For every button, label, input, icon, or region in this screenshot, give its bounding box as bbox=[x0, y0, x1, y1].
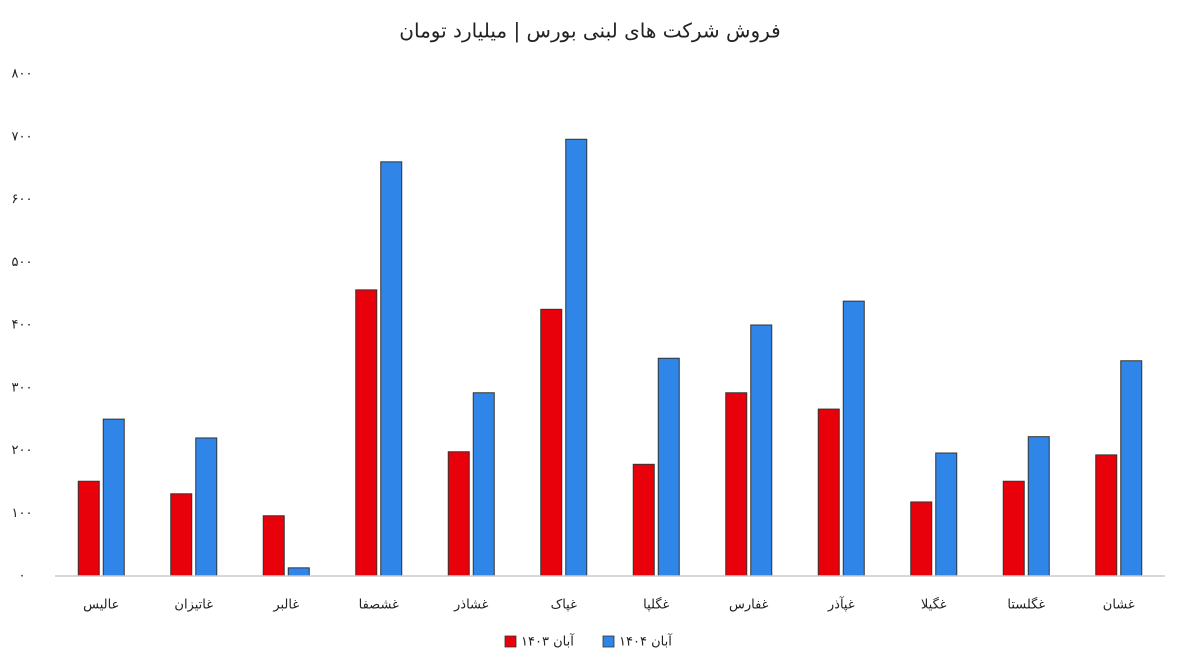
x-tick-label: غفارس bbox=[729, 598, 769, 613]
x-tick-label: غالبر bbox=[272, 598, 299, 613]
bar bbox=[817, 408, 840, 577]
bar bbox=[262, 515, 285, 577]
bar bbox=[632, 463, 655, 577]
legend-swatch bbox=[504, 635, 517, 648]
bar bbox=[657, 357, 680, 577]
bar bbox=[1027, 436, 1050, 577]
y-tick-label: ۴۰۰ bbox=[12, 318, 33, 333]
x-tick-label: غپاک bbox=[551, 598, 578, 613]
bar bbox=[170, 493, 193, 577]
bar bbox=[842, 300, 865, 577]
bar bbox=[725, 392, 748, 577]
bar bbox=[750, 324, 773, 577]
bar bbox=[380, 161, 403, 577]
bar bbox=[287, 567, 310, 577]
y-tick-label: ۲۰۰ bbox=[12, 443, 33, 458]
y-tick-label: ۰ bbox=[19, 569, 26, 584]
bar bbox=[102, 418, 125, 577]
bar bbox=[472, 392, 495, 577]
legend-swatch bbox=[602, 635, 615, 648]
bar bbox=[77, 480, 100, 577]
x-tick-label: غشاذر bbox=[453, 598, 489, 613]
y-tick-label: ۸۰۰ bbox=[12, 67, 33, 82]
x-tick-label: غشان bbox=[1103, 598, 1135, 613]
bar bbox=[355, 289, 378, 577]
y-tick-label: ۵۰۰ bbox=[12, 255, 33, 270]
x-tick-label: غگیلا bbox=[921, 597, 947, 613]
bar bbox=[1002, 480, 1025, 577]
bar bbox=[1120, 360, 1143, 577]
x-tick-label: غپآذر bbox=[827, 596, 855, 613]
x-tick-label: غشصفا bbox=[359, 598, 399, 613]
x-tick-label: غگلستا bbox=[1007, 597, 1045, 613]
bar bbox=[447, 451, 470, 577]
y-tick-label: ۷۰۰ bbox=[12, 129, 33, 144]
bar bbox=[540, 308, 563, 577]
x-tick-label: غاتیزان bbox=[174, 598, 213, 613]
x-tick-label: عالیس bbox=[83, 598, 119, 613]
chart-title: فروش شرکت های لبنی بورس | میلیارد تومان bbox=[399, 19, 780, 43]
x-tick-label: غگلپا bbox=[643, 597, 669, 613]
legend-label: آبان ۱۴۰۴ bbox=[619, 633, 673, 650]
y-tick-label: ۱۰۰ bbox=[12, 506, 33, 521]
legend-label: آبان ۱۴۰۳ bbox=[521, 633, 575, 650]
bar bbox=[910, 501, 933, 577]
bar bbox=[1095, 454, 1118, 577]
bar bbox=[565, 138, 588, 577]
bar bbox=[935, 452, 958, 577]
y-tick-label: ۳۰۰ bbox=[12, 380, 33, 395]
bar bbox=[195, 437, 218, 577]
y-tick-label: ۶۰۰ bbox=[12, 192, 33, 207]
